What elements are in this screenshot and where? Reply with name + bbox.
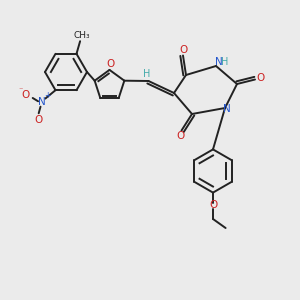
Text: O: O bbox=[176, 131, 184, 141]
Text: O: O bbox=[21, 90, 30, 100]
Text: H: H bbox=[143, 69, 151, 80]
Text: CH₃: CH₃ bbox=[73, 31, 90, 40]
Text: N: N bbox=[223, 104, 230, 114]
Text: ⁻: ⁻ bbox=[19, 85, 23, 94]
Text: H: H bbox=[221, 57, 228, 68]
Text: O: O bbox=[106, 59, 115, 69]
Text: N: N bbox=[38, 97, 46, 107]
Text: N: N bbox=[215, 57, 223, 68]
Text: O: O bbox=[34, 115, 43, 125]
Text: O: O bbox=[209, 200, 217, 211]
Text: +: + bbox=[44, 91, 51, 100]
Text: O: O bbox=[256, 73, 265, 83]
Text: O: O bbox=[179, 45, 188, 55]
